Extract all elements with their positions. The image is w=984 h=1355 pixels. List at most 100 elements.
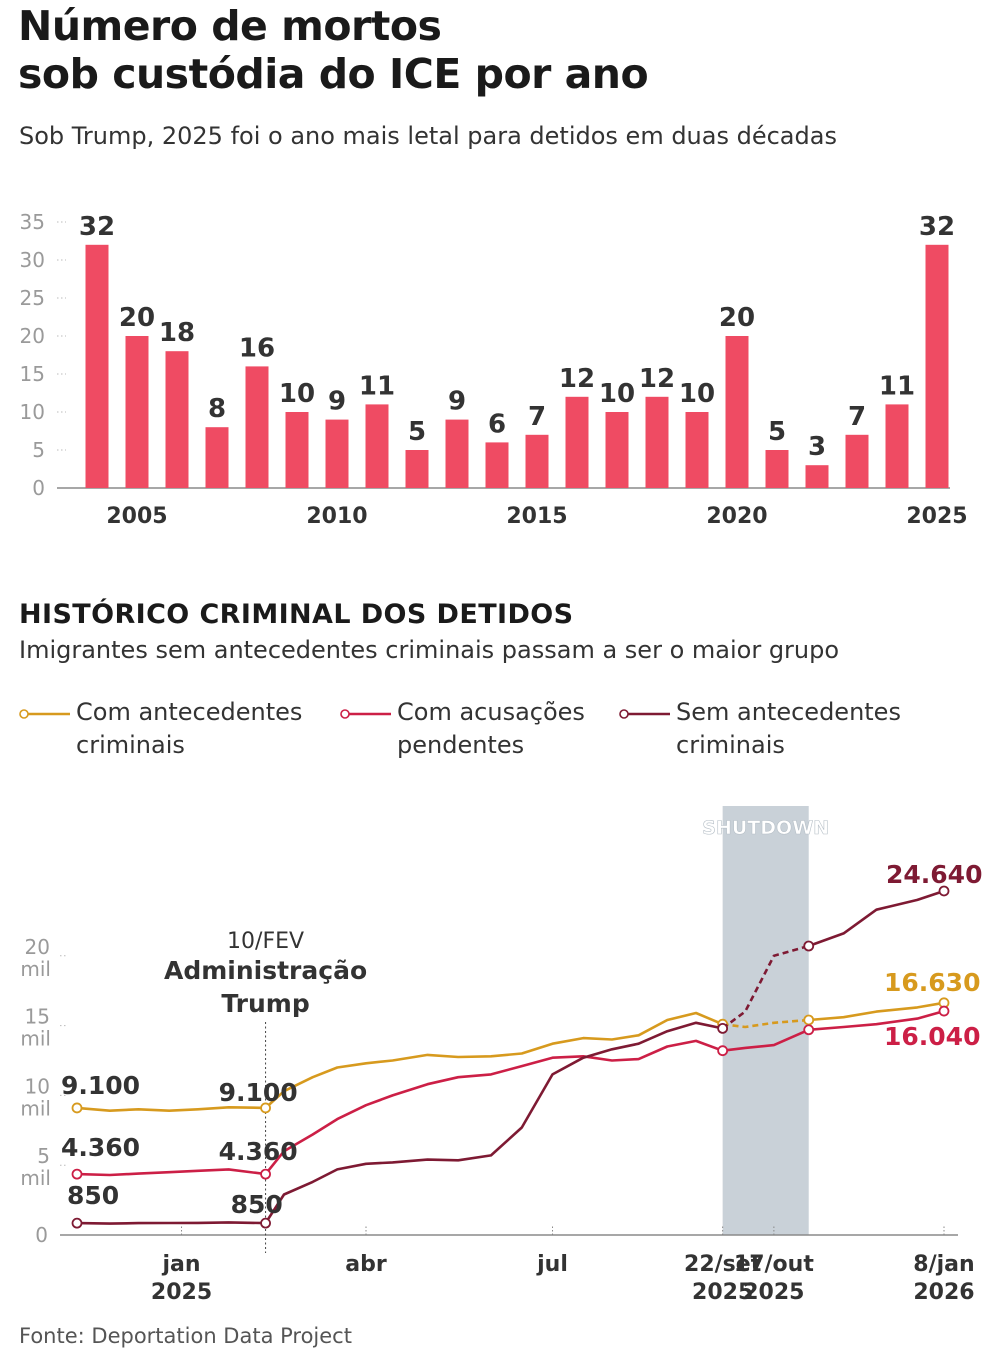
series-line-dashed-com-antecedentes: [722, 1018, 809, 1029]
series-marker-com-acusacoes-1: [260, 1168, 271, 1180]
line-y-tick-0: 0: [35, 1223, 48, 1247]
series-value-label-sem-antecedentes-0: 850: [67, 1181, 119, 1210]
bar-value-label-2024: 11: [879, 371, 915, 401]
series-line-end-com-antecedentes: [808, 1001, 945, 1022]
series-value-label-com-antecedentes-1: 9.100: [219, 1078, 298, 1107]
series-value-label-com-acusacoes-1: 4.360: [219, 1137, 298, 1166]
bar-value-label-2021: 5: [768, 417, 786, 447]
line-x-tick-3: 22/set: [684, 1252, 762, 1277]
line-x-tick-year-4: 2025: [743, 1280, 804, 1305]
bar-y-tick-6: 30: [20, 248, 45, 272]
bar-x-tick-2005: 2005: [106, 504, 167, 529]
bar-2024: [885, 404, 909, 488]
series-marker-sem-antecedentes-1: [260, 1217, 271, 1229]
series-marker-com-acusacoes-2: [717, 1045, 729, 1057]
bar-2012: [405, 450, 429, 488]
bar-2015: [525, 434, 549, 488]
bar-y-tick-4: 20: [20, 324, 45, 348]
bar-value-label-2022: 3: [808, 432, 826, 462]
line-x-tick-5: 8/jan: [913, 1252, 974, 1277]
bar-2019: [685, 412, 709, 488]
bar-value-label-2006: 18: [159, 318, 195, 348]
bar-2023: [845, 434, 869, 488]
line-x-tick-year-0: 2025: [151, 1280, 212, 1305]
bar-2017: [605, 412, 629, 488]
bar-2011: [365, 404, 389, 488]
bar-value-label-2016: 12: [559, 364, 595, 394]
bar-2008: [245, 366, 269, 488]
bar-2009: [285, 412, 309, 488]
main-subtitle: Sob Trump, 2025 foi o ano mais letal par…: [19, 122, 837, 150]
series-value-label-sem-antecedentes-2: 24.640: [886, 860, 982, 889]
series-line-dashed-sem-antecedentes: [721, 944, 810, 1030]
series-marker-com-antecedentes-3: [803, 1014, 815, 1026]
series-marker-com-antecedentes-0: [71, 1102, 83, 1114]
line-y-tick-1: 5: [37, 1144, 50, 1168]
line-y-tick-unit-1: mil: [20, 1166, 51, 1190]
series-line-end-sem-antecedentes: [808, 889, 945, 948]
legend-swatch-com-acusacoes: [340, 709, 391, 719]
bar-2016: [565, 396, 589, 488]
bar-value-label-2017: 10: [599, 379, 635, 409]
bar-value-label-2023: 7: [848, 402, 866, 432]
bar-value-label-2009: 10: [279, 379, 315, 409]
line-y-tick-unit-3: mil: [20, 1027, 51, 1051]
bar-2014: [485, 442, 509, 488]
bar-y-tick-1: 5: [32, 438, 45, 462]
bar-2005: [125, 336, 149, 488]
bar-2013: [445, 419, 469, 488]
event-label-line2: Trump: [221, 989, 309, 1018]
bar-x-tick-2015: 2015: [506, 504, 567, 529]
series-marker-sem-antecedentes-4: [938, 885, 950, 897]
bar-x-tick-2020: 2020: [706, 504, 767, 529]
series-marker-com-antecedentes-1: [260, 1102, 271, 1114]
series-line-sem-antecedentes: [76, 1021, 723, 1225]
line-y-tick-2: 10: [25, 1074, 50, 1098]
bar-value-label-2014: 6: [488, 409, 506, 439]
series-value-label-com-antecedentes-0: 9.100: [61, 1071, 140, 1100]
series-marker-sem-antecedentes-0: [71, 1217, 83, 1229]
legend-label-com-antecedentes: Com antecedentes criminais: [76, 698, 303, 759]
main-title-line1: Número de mortos: [18, 2, 442, 50]
bar-y-tick-7: 35: [20, 210, 45, 234]
bar-value-label-2012: 5: [408, 417, 426, 447]
bar-value-label-2010: 9: [328, 387, 346, 417]
section-title: HISTÓRICO CRIMINAL DOS DETIDOS: [19, 599, 574, 630]
series-line-com-acusacoes: [76, 1009, 945, 1177]
legend-label-com-acusacoes: Com acusações pendentes: [397, 698, 585, 759]
event-date: 10/FEV: [227, 929, 304, 954]
line-x-tick-0: jan: [162, 1252, 201, 1277]
series-value-label-com-acusacoes-0: 4.360: [61, 1133, 140, 1162]
series-value-label-com-antecedentes-2: 16.630: [884, 968, 980, 997]
line-y-tick-unit-2: mil: [20, 1096, 51, 1120]
bar-2004: [85, 244, 109, 488]
bar-value-label-2019: 10: [679, 379, 715, 409]
source-note: Fonte: Deportation Data Project: [19, 1324, 352, 1348]
series-marker-sem-antecedentes-2: [717, 1022, 729, 1034]
line-y-tick-3: 15: [25, 1005, 50, 1029]
bar-value-label-2015: 7: [528, 402, 546, 432]
bar-2010: [325, 419, 349, 488]
series-marker-com-acusacoes-4: [938, 1005, 950, 1017]
bar-2007: [205, 427, 229, 488]
main-title: Número de mortos sob custódia do ICE por…: [18, 2, 649, 98]
bar-y-tick-5: 25: [20, 286, 45, 310]
bar-value-label-2011: 11: [359, 371, 395, 401]
bar-value-label-2025: 32: [919, 212, 955, 242]
legend-label-sem-antecedentes: Sem antecedentes criminais: [676, 698, 901, 759]
line-y-tick-4: 20: [25, 935, 50, 959]
bar-value-label-2018: 12: [639, 364, 675, 394]
bar-2025: [925, 244, 949, 488]
bar-x-tick-2025: 2025: [906, 504, 967, 529]
line-x-tick-year-3: 2025: [692, 1280, 753, 1305]
series-marker-sem-antecedentes-3: [803, 940, 815, 952]
line-y-tick-unit-4: mil: [20, 957, 51, 981]
bar-value-label-2008: 16: [239, 333, 275, 363]
bar-y-tick-2: 10: [20, 400, 45, 424]
line-x-tick-2: jul: [536, 1252, 568, 1277]
line-x-tick-year-5: 2026: [913, 1280, 974, 1305]
series-marker-com-acusacoes-0: [71, 1168, 83, 1180]
shutdown-label: SHUTDOWN: [702, 817, 829, 839]
